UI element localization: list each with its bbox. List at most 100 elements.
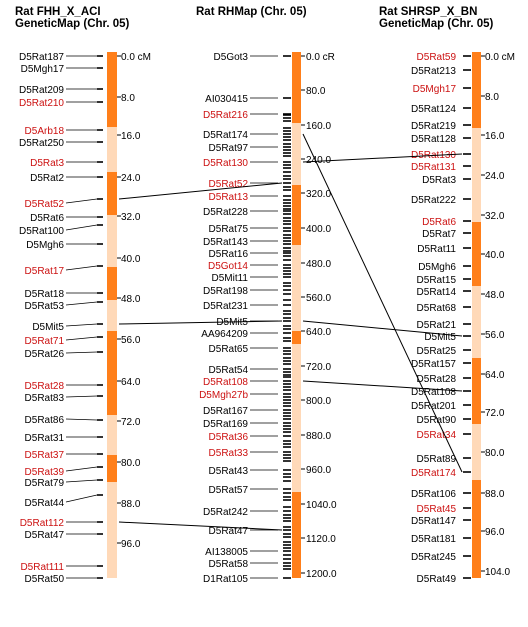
rh-marker-label[interactable]: D5Rat242 bbox=[203, 507, 248, 518]
shrsp-marker-label[interactable]: D5Rat68 bbox=[417, 303, 457, 314]
rh-marker-label[interactable]: D5Rat231 bbox=[203, 301, 248, 312]
shrsp-marker-label[interactable]: D5Rat6 bbox=[422, 217, 456, 228]
shrsp-marker-label[interactable]: D5Rat59 bbox=[417, 52, 457, 63]
shrsp-marker-label[interactable]: D5Rat213 bbox=[411, 66, 456, 77]
shrsp-marker-label[interactable]: D5Rat25 bbox=[417, 346, 457, 357]
rh-marker-label[interactable]: D5Rat36 bbox=[209, 432, 249, 443]
rh-marker-label[interactable]: D5Rat130 bbox=[203, 158, 248, 169]
fhh-marker-label[interactable]: D5Mgh17 bbox=[21, 64, 65, 75]
shrsp-marker-label[interactable]: D5Rat181 bbox=[411, 534, 456, 545]
rh-marker-label[interactable]: D5Rat65 bbox=[209, 344, 249, 355]
shrsp-marker-label[interactable]: D5Mit5 bbox=[424, 332, 456, 343]
rh-marker-label[interactable]: D1Rat105 bbox=[203, 574, 248, 585]
fhh-marker-label[interactable]: D5Rat44 bbox=[25, 498, 65, 509]
shrsp-marker-label[interactable]: D5Rat11 bbox=[417, 244, 456, 255]
shrsp-marker-label[interactable]: D5Rat89 bbox=[417, 454, 457, 465]
rh-marker-label[interactable]: D5Rat108 bbox=[203, 377, 248, 388]
fhh-marker-label[interactable]: D5Rat53 bbox=[25, 301, 65, 312]
fhh-marker-label[interactable]: D5Rat52 bbox=[25, 199, 65, 210]
fhh-marker-label[interactable]: D5Arb18 bbox=[25, 126, 65, 137]
shrsp-marker-label[interactable]: D5Rat3 bbox=[422, 175, 456, 186]
fhh-marker-label[interactable]: D5Rat2 bbox=[30, 173, 64, 184]
rh-marker-label[interactable]: D5Rat43 bbox=[209, 466, 249, 477]
rh-marker-label[interactable]: D5Rat97 bbox=[209, 143, 249, 154]
fhh-marker-label[interactable]: D5Rat26 bbox=[25, 349, 65, 360]
rh-marker-label[interactable]: D5Rat13 bbox=[209, 192, 249, 203]
shrsp-marker-label[interactable]: D5Rat106 bbox=[411, 489, 456, 500]
map-title-shrsp-line2: GeneticMap (Chr. 05) bbox=[379, 18, 494, 30]
fhh-marker-label[interactable]: D5Rat187 bbox=[19, 52, 64, 63]
shrsp-marker-label[interactable]: D5Rat90 bbox=[417, 415, 457, 426]
shrsp-marker-label[interactable]: D5Rat131 bbox=[411, 162, 456, 173]
shrsp-marker-label[interactable]: D5Rat124 bbox=[411, 104, 456, 115]
shrsp-marker-label[interactable]: D5Rat34 bbox=[417, 430, 457, 441]
rh-marker-label[interactable]: D5Rat16 bbox=[209, 249, 249, 260]
rh-marker-label[interactable]: D5Rat174 bbox=[203, 130, 248, 141]
rh-marker-label[interactable]: D5Rat57 bbox=[209, 485, 249, 496]
fhh-marker-label[interactable]: D5Rat3 bbox=[30, 158, 64, 169]
rh-marker-label[interactable]: D5Rat143 bbox=[203, 237, 248, 248]
shrsp-marker-label[interactable]: D5Rat219 bbox=[411, 121, 456, 132]
rh-marker-label[interactable]: AI138005 bbox=[205, 547, 248, 558]
fhh-marker-label[interactable]: D5Rat47 bbox=[25, 530, 65, 541]
rh-marker-label[interactable]: D5Got14 bbox=[208, 261, 248, 272]
shrsp-marker-label[interactable]: D5Rat201 bbox=[411, 401, 456, 412]
rh-marker-label[interactable]: AI030415 bbox=[205, 94, 248, 105]
rh-marker-label[interactable]: D5Got3 bbox=[214, 52, 249, 63]
fhh-marker-label[interactable]: D5Rat39 bbox=[25, 467, 65, 478]
shrsp-marker-label[interactable]: D5Rat108 bbox=[411, 387, 456, 398]
fhh-marker-label[interactable]: D5Rat209 bbox=[19, 85, 64, 96]
shrsp-marker-label[interactable]: D5Mgh6 bbox=[418, 262, 456, 273]
rh-marker-label[interactable]: D5Mgh27b bbox=[199, 390, 248, 401]
shrsp-marker-label[interactable]: D5Mgh17 bbox=[413, 84, 457, 95]
shrsp-marker-label[interactable]: D5Rat15 bbox=[417, 275, 457, 286]
shrsp-marker-label[interactable]: D5Rat245 bbox=[411, 552, 456, 563]
fhh-marker-label[interactable]: D5Rat210 bbox=[19, 98, 64, 109]
fhh-marker-label[interactable]: D5Rat18 bbox=[25, 289, 65, 300]
shrsp-marker-label[interactable]: D5Rat157 bbox=[411, 359, 456, 370]
fhh-marker-label[interactable]: D5Mgh6 bbox=[26, 240, 64, 251]
rh-marker-label[interactable]: D5Rat169 bbox=[203, 419, 248, 430]
shrsp-marker-label[interactable]: D5Rat7 bbox=[422, 229, 456, 240]
fhh-marker-label[interactable]: D5Mit5 bbox=[32, 322, 64, 333]
fhh-marker-label[interactable]: D5Rat37 bbox=[25, 450, 65, 461]
fhh-marker-label[interactable]: D5Rat31 bbox=[25, 433, 65, 444]
fhh-marker-label[interactable]: D5Rat112 bbox=[20, 518, 65, 529]
rh-marker-label[interactable]: D5Rat228 bbox=[203, 207, 248, 218]
rh-marker-label[interactable]: AA964209 bbox=[201, 329, 248, 340]
rh-scale-label: 160.0 bbox=[306, 121, 331, 132]
rh-marker-label[interactable]: D5Rat198 bbox=[203, 286, 248, 297]
shrsp-marker-label[interactable]: D5Rat147 bbox=[411, 516, 456, 527]
fhh-marker-label[interactable]: D5Rat79 bbox=[25, 478, 65, 489]
fhh-marker-label[interactable]: D5Rat17 bbox=[25, 266, 65, 277]
shrsp-marker-label[interactable]: D5Rat21 bbox=[417, 320, 457, 331]
rh-marker-label[interactable]: D5Mit11 bbox=[212, 273, 249, 284]
shrsp-marker-label[interactable]: D5Rat222 bbox=[411, 195, 456, 206]
rh-marker-label[interactable]: D5Rat216 bbox=[203, 110, 248, 121]
shrsp-marker-label[interactable]: D5Rat128 bbox=[411, 134, 456, 145]
fhh-marker-label[interactable]: D5Rat250 bbox=[19, 138, 64, 149]
rh-marker-label[interactable]: D5Rat52 bbox=[209, 179, 249, 190]
rh-marker-label[interactable]: D5Rat54 bbox=[209, 365, 249, 376]
fhh-marker-label[interactable]: D5Rat86 bbox=[25, 415, 65, 426]
rh-marker-label[interactable]: D5Rat167 bbox=[203, 406, 248, 417]
homology-connector-line bbox=[118, 521, 283, 531]
rh-marker-label[interactable]: D5Mit5 bbox=[216, 317, 248, 328]
fhh-marker-label[interactable]: D5Rat83 bbox=[25, 393, 65, 404]
fhh-marker-label[interactable]: D5Rat71 bbox=[25, 336, 65, 347]
shrsp-marker-label[interactable]: D5Rat14 bbox=[417, 287, 457, 298]
shrsp-marker-label[interactable]: D5Rat28 bbox=[417, 374, 457, 385]
fhh-marker-label[interactable]: D5Rat6 bbox=[30, 213, 64, 224]
rh-marker-label[interactable]: D5Rat75 bbox=[209, 224, 249, 235]
fhh-marker-label[interactable]: D5Rat28 bbox=[25, 381, 65, 392]
rh-marker-label[interactable]: D5Rat33 bbox=[209, 448, 249, 459]
fhh-marker-label[interactable]: D5Rat111 bbox=[20, 562, 64, 573]
shrsp-marker-label[interactable]: D5Rat49 bbox=[417, 574, 457, 585]
rh-marker-label[interactable]: D5Rat58 bbox=[209, 559, 249, 570]
rh-marker-label[interactable]: D5Rat47 bbox=[209, 526, 249, 537]
homology-connector-line bbox=[302, 320, 463, 337]
shrsp-marker-label[interactable]: D5Rat174 bbox=[411, 468, 456, 479]
shrsp-marker-label[interactable]: D5Rat45 bbox=[417, 504, 457, 515]
fhh-marker-label[interactable]: D5Rat100 bbox=[19, 226, 64, 237]
fhh-marker-label[interactable]: D5Rat50 bbox=[25, 574, 65, 585]
